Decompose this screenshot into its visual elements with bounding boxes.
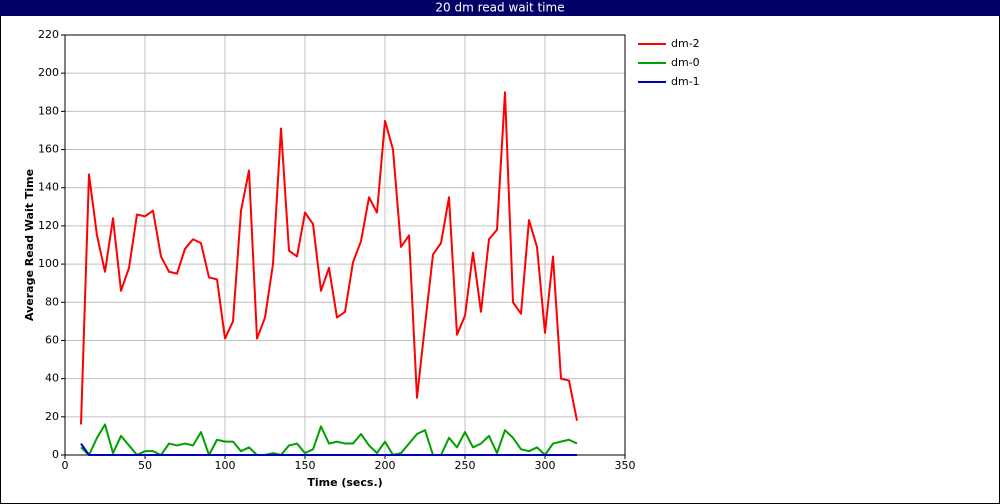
y-tick-label: 220: [38, 28, 59, 41]
legend-label: dm-1: [671, 75, 700, 88]
y-tick-label: 60: [45, 333, 59, 346]
x-tick-label: 200: [375, 459, 396, 472]
y-tick-label: 200: [38, 66, 59, 79]
title-bar: [0, 0, 1000, 16]
x-tick-label: 300: [535, 459, 556, 472]
plot-area: [65, 35, 625, 455]
x-tick-label: 150: [295, 459, 316, 472]
y-tick-label: 160: [38, 143, 59, 156]
y-tick-label: 100: [38, 257, 59, 270]
y-tick-label: 80: [45, 295, 59, 308]
series-line: [80, 91, 578, 425]
y-tick-label: 20: [45, 410, 59, 423]
x-axis-label: Time (secs.): [307, 476, 382, 489]
series-line: [80, 442, 577, 456]
x-tick-label: 0: [62, 459, 69, 472]
y-tick-label: 120: [38, 219, 59, 232]
y-tick-label: 0: [52, 448, 59, 461]
y-tick-label: 40: [45, 372, 59, 385]
y-tick-label: 140: [38, 181, 59, 194]
legend-label: dm-0: [671, 56, 700, 69]
legend-label: dm-2: [671, 37, 700, 50]
y-tick-label: 180: [38, 104, 59, 117]
y-axis-label: Average Read Wait Time: [23, 169, 36, 321]
x-tick-label: 350: [615, 459, 636, 472]
x-tick-label: 50: [138, 459, 152, 472]
x-tick-label: 250: [455, 459, 476, 472]
series-line: [80, 423, 578, 456]
x-tick-label: 100: [215, 459, 236, 472]
chart-title: 20 dm read wait time: [435, 1, 564, 15]
